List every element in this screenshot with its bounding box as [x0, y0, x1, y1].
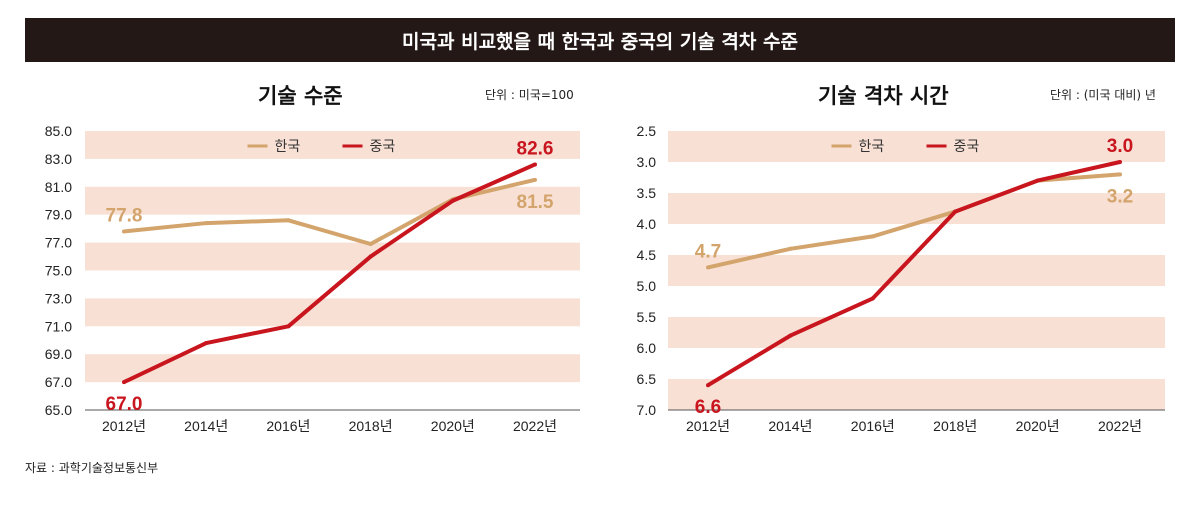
- source-note: 자료 : 과학기술정보통신부: [25, 461, 159, 475]
- y-tick-label: 81.0: [45, 179, 72, 195]
- data-label-korea: 4.7: [695, 241, 721, 262]
- y-tick-label: 5.0: [637, 278, 657, 294]
- chart-title-level: 기술 수준: [258, 84, 343, 108]
- y-tick-label: 65.0: [45, 402, 72, 418]
- data-label-korea: 81.5: [517, 192, 554, 213]
- unit-level: 단위 : 미국=100: [485, 88, 574, 102]
- data-point-korea: [788, 246, 793, 251]
- y-tick-label: 2.5: [637, 123, 657, 139]
- legend-label-korea: 한국: [859, 139, 885, 155]
- y-tick-label: 7.0: [637, 402, 657, 418]
- series-line-korea: [707, 172, 1121, 270]
- grid-band: [668, 317, 1165, 348]
- data-label-china: 6.6: [695, 397, 721, 418]
- data-point-china: [1118, 160, 1122, 164]
- data-point-korea: [1118, 172, 1122, 177]
- x-tick-label: 2012년: [686, 418, 730, 434]
- y-tick-label: 69.0: [45, 346, 72, 362]
- y-tick-label: 4.0: [637, 216, 657, 232]
- y-tick-label: 67.0: [45, 374, 72, 390]
- data-point-china: [533, 162, 537, 167]
- series-line-china: [123, 162, 536, 384]
- data-label-china: 82.6: [517, 138, 554, 159]
- y-tick-label: 85.0: [45, 123, 72, 139]
- data-point-korea: [533, 177, 537, 182]
- x-tick-label: 2016년: [851, 418, 895, 434]
- grid-band: [668, 379, 1165, 410]
- data-point-korea: [286, 218, 291, 223]
- y-tick-label: 6.0: [637, 340, 657, 356]
- legend-label-china: 중국: [954, 139, 980, 155]
- data-label-korea: 3.2: [1107, 186, 1133, 207]
- y-tick-label: 4.5: [637, 247, 657, 263]
- data-label-china: 3.0: [1107, 136, 1133, 157]
- x-tick-label: 2018년: [933, 418, 977, 434]
- y-tick-label: 75.0: [45, 263, 72, 279]
- grid-band: [85, 131, 580, 159]
- data-point-korea: [204, 221, 209, 226]
- x-tick-label: 2014년: [768, 418, 812, 434]
- chart-title-gap: 기술 격차 시간: [818, 84, 949, 108]
- data-label-korea: 77.8: [106, 205, 143, 226]
- data-label-china: 67.0: [106, 394, 143, 415]
- grid-band: [85, 186, 580, 215]
- data-point-china: [204, 341, 209, 346]
- data-point-china: [286, 324, 291, 329]
- y-tick-label: 5.5: [637, 309, 657, 325]
- data-point-china: [788, 333, 793, 338]
- grid-band: [668, 255, 1165, 286]
- x-tick-label: 2022년: [513, 418, 557, 434]
- data-point-china: [1035, 178, 1040, 183]
- y-tick-label: 6.5: [637, 371, 657, 387]
- y-tick-label: 71.0: [45, 318, 72, 334]
- y-tick-label: 3.0: [637, 154, 657, 170]
- data-point-korea: [122, 229, 126, 234]
- data-point-china: [368, 254, 373, 259]
- x-tick-label: 2020년: [1016, 418, 1060, 434]
- unit-gap: 단위 : (미국 대비) 년: [1050, 88, 1156, 102]
- series-line-china: [706, 160, 1121, 387]
- y-tick-label: 3.5: [637, 185, 657, 201]
- data-point-china: [870, 296, 875, 301]
- x-tick-label: 2016년: [266, 418, 310, 434]
- banner-title: 미국과 비교했을 때 한국과 중국의 기술 격차 수준: [25, 18, 1175, 62]
- y-tick-label: 73.0: [45, 290, 72, 306]
- y-tick-label: 79.0: [45, 207, 72, 223]
- data-point-china: [122, 380, 126, 385]
- x-tick-label: 2020년: [431, 418, 475, 434]
- y-tick-label: 83.0: [45, 151, 72, 167]
- x-tick-label: 2014년: [184, 418, 228, 434]
- y-tick-label: 77.0: [45, 235, 72, 251]
- data-point-korea: [368, 241, 373, 246]
- data-point-china: [450, 198, 455, 203]
- grid-band: [85, 354, 580, 383]
- x-tick-label: 2022년: [1098, 418, 1142, 434]
- data-point-korea: [706, 265, 710, 270]
- x-tick-label: 2018년: [349, 418, 393, 434]
- data-point-china: [706, 383, 710, 388]
- legend-label-korea: 한국: [275, 139, 301, 155]
- x-tick-label: 2012년: [102, 418, 146, 434]
- grid-band: [668, 193, 1165, 224]
- legend-label-china: 중국: [370, 139, 396, 155]
- grid-band: [85, 242, 580, 271]
- grid-band: [668, 131, 1165, 162]
- grid-band: [85, 298, 580, 327]
- data-point-korea: [870, 234, 875, 239]
- data-point-china: [953, 209, 958, 214]
